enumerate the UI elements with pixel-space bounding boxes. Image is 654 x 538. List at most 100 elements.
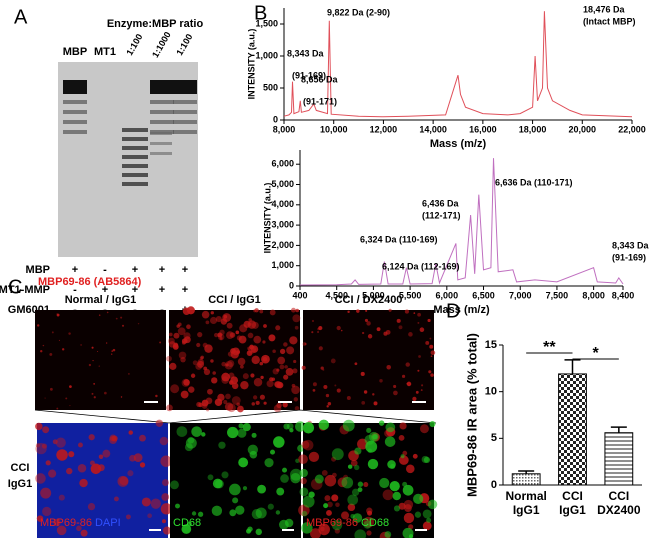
cell-spot: [203, 368, 211, 376]
cell-spot: [347, 464, 353, 469]
gel-image: [58, 62, 198, 257]
cell-spot: [294, 325, 299, 330]
cell-spot: [226, 322, 233, 329]
cell-spot: [312, 382, 317, 387]
cell-spot: [36, 515, 44, 522]
cell-spot: [393, 390, 398, 396]
cell-spot: [228, 372, 235, 379]
cell-spot: [360, 371, 365, 376]
cell-spot: [302, 422, 315, 434]
cell-spot: [225, 393, 231, 400]
gel-band: [150, 86, 174, 94]
cell-spot: [323, 503, 329, 509]
cell-spot: [293, 397, 299, 402]
cell-spot: [66, 467, 73, 475]
cell-spot: [224, 361, 233, 370]
x-tick-label: 10,000: [320, 124, 348, 134]
cell-spot: [137, 323, 140, 325]
x-tick-label: 20,000: [569, 124, 597, 134]
cell-spot: [35, 443, 41, 448]
cell-spot: [49, 387, 53, 391]
cell-spot: [346, 396, 351, 401]
cell-spot: [426, 517, 432, 523]
cell-spot: [420, 389, 423, 391]
cell-spot: [41, 443, 48, 449]
cell-spot: [393, 384, 397, 389]
cell-spot: [88, 363, 92, 367]
cell-spot: [44, 397, 46, 399]
cell-spot: [112, 348, 116, 352]
cell-spot: [385, 329, 391, 335]
cell-spot: [175, 503, 180, 509]
cell-spot: [119, 476, 129, 486]
cell-spot: [367, 334, 373, 339]
cell-spot: [255, 507, 267, 519]
micrograph: [35, 310, 166, 410]
cell-spot: [196, 360, 205, 368]
sign: +: [182, 284, 188, 296]
y-tick-label: 5: [491, 432, 497, 444]
sign: -: [73, 284, 77, 296]
cell-spot: [413, 493, 424, 504]
lane-label: MT1: [94, 46, 116, 58]
peak-annotation: (91-171): [303, 96, 337, 106]
cell-spot: [225, 363, 229, 367]
cell-spot: [36, 324, 40, 327]
cell-spot: [139, 434, 146, 442]
peak-annotation: 6,436 Da: [422, 198, 460, 208]
cell-spot: [283, 374, 289, 380]
gel-band: [63, 130, 87, 134]
cell-spot: [331, 494, 339, 502]
cell-spot: [97, 350, 99, 352]
cell-spot: [223, 314, 228, 319]
microscopy-panel: MBP69-86 (AB5864) Normal / IgG1 CCI / IgG…: [8, 276, 438, 538]
cell-spot: [115, 317, 118, 320]
cell-spot: [236, 402, 240, 407]
channel-name: CD68: [173, 517, 201, 529]
cell-spot: [254, 308, 259, 313]
error-bar: [564, 359, 581, 374]
cell-spot: [372, 393, 375, 396]
panel-label: D: [446, 300, 460, 322]
lane-label: 1:100: [174, 32, 194, 57]
cell-spot: [276, 368, 280, 372]
cell-spot: [56, 449, 68, 461]
bar: [511, 473, 541, 486]
significance-label: **: [543, 339, 556, 356]
row-label: CCI: [11, 462, 30, 474]
cell-spot: [120, 316, 123, 319]
cell-spot: [91, 346, 94, 349]
gel-band: [122, 137, 148, 141]
cell-spot: [312, 388, 316, 392]
cell-spot: [93, 383, 95, 385]
channel-label: CD68: [173, 517, 201, 529]
cell-spot: [340, 329, 343, 332]
cell-spot: [213, 332, 219, 338]
cell-spot: [284, 365, 288, 369]
cell-spot: [341, 511, 350, 520]
cell-spot: [350, 513, 355, 519]
cell-spot: [320, 526, 325, 532]
cell-spot: [347, 494, 359, 506]
cell-spot: [166, 404, 173, 412]
sign: +: [132, 284, 138, 296]
cell-spot: [268, 334, 276, 342]
cell-spot: [423, 456, 431, 464]
cell-spot: [162, 526, 171, 535]
cell-spot: [429, 337, 432, 340]
cell-spot: [412, 396, 417, 401]
cell-spot: [219, 336, 223, 340]
cell-spot: [354, 447, 362, 455]
cell-spot: [290, 473, 301, 484]
cell-spot: [56, 313, 60, 317]
cell-spot: [247, 332, 254, 339]
cell-spot: [403, 512, 415, 524]
cell-spot: [267, 503, 274, 510]
cell-spot: [221, 372, 231, 382]
gel-band: [173, 100, 197, 104]
cell-spot: [240, 380, 249, 390]
cell-spot: [326, 510, 332, 516]
cell-spot: [352, 513, 363, 523]
cell-spot: [363, 390, 368, 394]
cell-spot: [361, 400, 366, 405]
